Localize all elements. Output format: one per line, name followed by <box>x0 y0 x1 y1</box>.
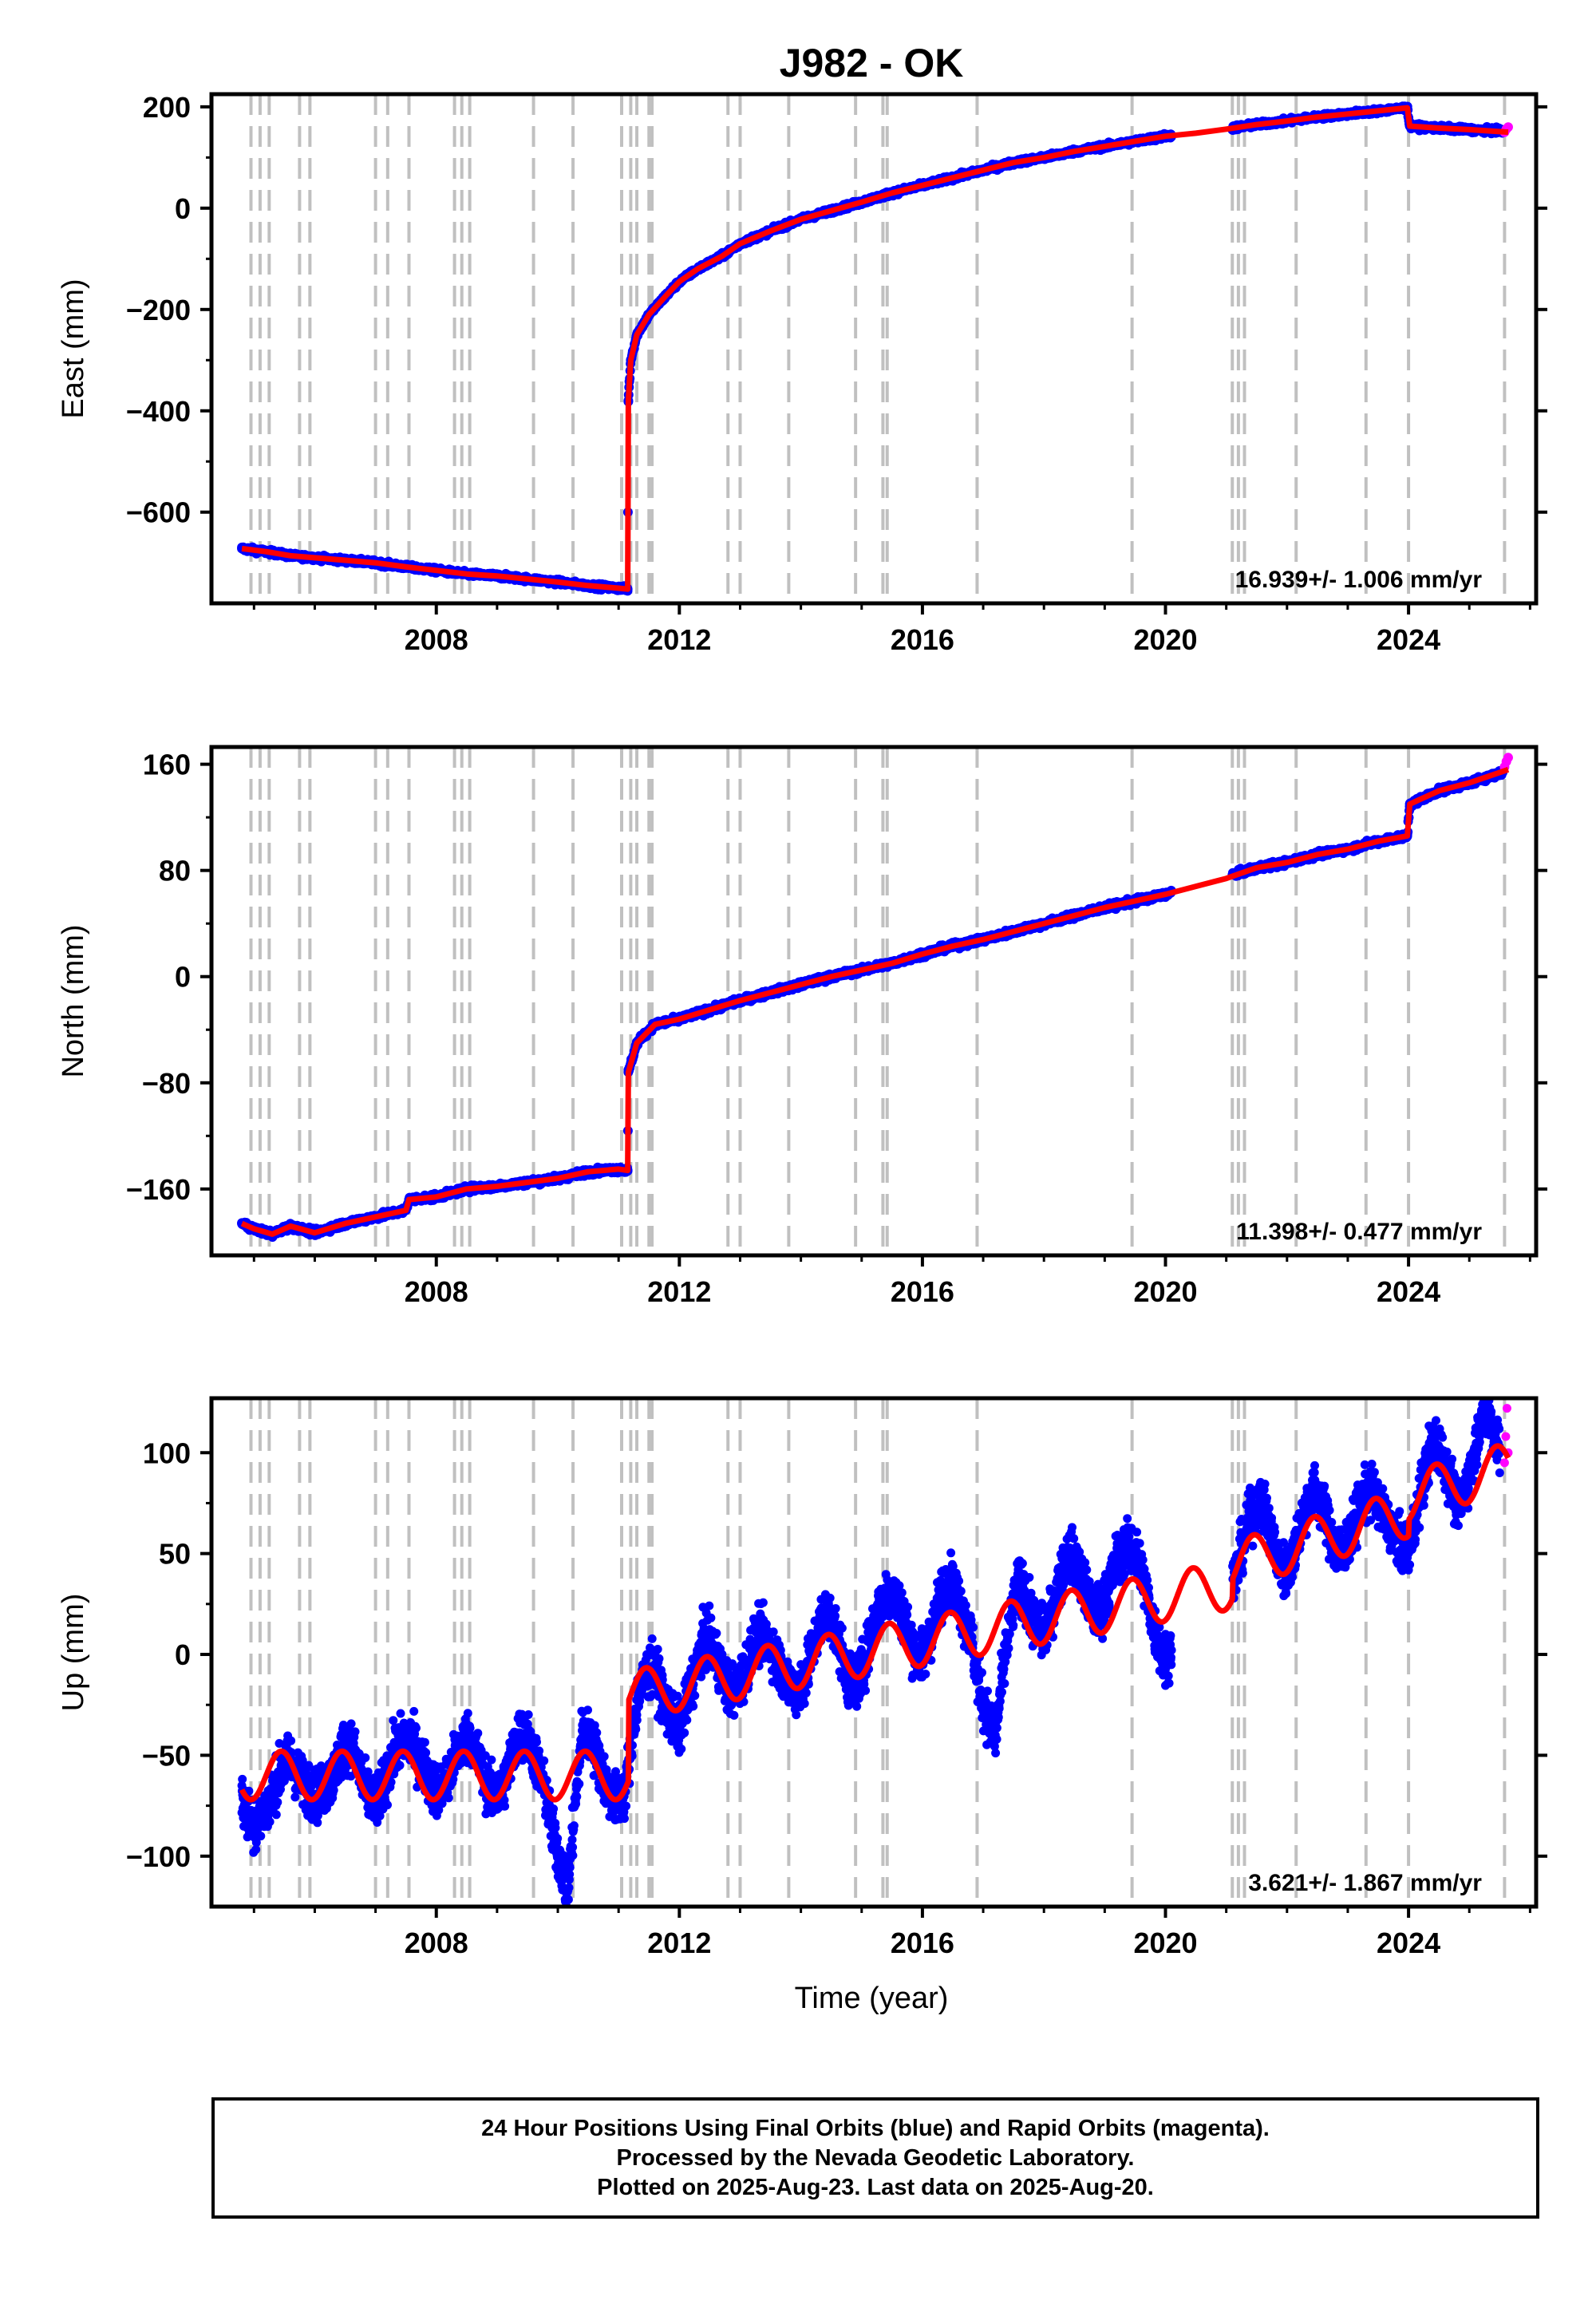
panel-up: −100 −50 0 50 100 2008 2012 2016 2020 2024 Up (mm)… <box>57 1396 1547 1959</box>
event-lines <box>249 747 1507 1255</box>
rapid-orbit-point <box>1502 1404 1511 1413</box>
final-orbit-point <box>1355 1498 1365 1508</box>
x-tick-label: 2008 <box>405 1927 468 1959</box>
model-fit-line <box>240 766 1510 1237</box>
final-orbit-point <box>632 1710 642 1720</box>
final-orbit-point <box>723 1670 733 1679</box>
event-lines <box>249 94 1507 603</box>
final-orbit-point <box>966 1619 976 1629</box>
final-orbit-point <box>562 1887 571 1897</box>
final-orbit-point <box>420 1746 429 1756</box>
rapid-orbit-point <box>1501 1432 1511 1441</box>
y-tick-label: −50 <box>142 1739 191 1772</box>
y-tick-label: 50 <box>159 1538 191 1571</box>
panels-group: −600 −400 −200 0 200 2008 2012 2016 2020 2024 East… <box>57 91 1547 1959</box>
x-tick-label: 2008 <box>405 623 468 656</box>
final-orbits-points <box>237 101 1508 596</box>
final-orbit-point <box>267 1807 277 1816</box>
final-orbit-point <box>602 1767 611 1777</box>
caption-line-1: 24 Hour Positions Using Final Orbits (bl… <box>481 2115 1270 2141</box>
x-tick-label: 2024 <box>1377 1275 1440 1308</box>
final-orbit-point <box>371 1775 381 1784</box>
final-orbit-point <box>1282 1545 1292 1555</box>
x-tick-label: 2020 <box>1133 1927 1197 1959</box>
y-tick-label: 200 <box>143 91 191 124</box>
x-tick-label: 2016 <box>891 1275 954 1308</box>
x-tick-label: 2012 <box>647 1927 711 1959</box>
final-orbit-point <box>1495 1468 1504 1478</box>
plot-frame <box>209 92 1539 606</box>
plot-area <box>237 101 1513 596</box>
y-axis-label: Up (mm) <box>57 1594 90 1712</box>
final-orbits-points <box>237 766 1508 1242</box>
final-orbit-point <box>1015 1589 1025 1599</box>
x-tick-label: 2016 <box>891 1927 954 1959</box>
y-axis-label: East (mm) <box>57 279 90 418</box>
rate-annotation: 11.398+/- 0.477 mm/yr <box>1236 1219 1482 1245</box>
y-tick-label: −600 <box>126 496 191 529</box>
x-tick-label: 2012 <box>647 623 711 656</box>
y-tick-label: 80 <box>159 855 191 887</box>
final-orbit-point <box>1039 1605 1049 1614</box>
x-tick-label: 2024 <box>1377 623 1440 656</box>
y-tick-label: 0 <box>175 192 191 225</box>
y-tick-label: 100 <box>143 1437 191 1469</box>
final-orbit-point <box>492 1771 502 1780</box>
panel-north: −160 −80 0 80 160 2008 2012 2016 2020 2024 North (… <box>57 745 1547 1308</box>
plot-frame <box>209 1396 1539 1909</box>
rate-annotation: 3.621+/- 1.867 mm/yr <box>1248 1870 1482 1896</box>
y-tick-label: 160 <box>143 749 191 781</box>
y-tick-label: −100 <box>126 1840 191 1873</box>
final-orbit-point <box>796 1660 806 1670</box>
final-orbit-point <box>772 1670 781 1679</box>
y-tick-label: 0 <box>175 961 191 994</box>
final-orbit-point <box>304 1761 314 1770</box>
y-tick-label: 0 <box>175 1638 191 1671</box>
final-orbit-point <box>286 1771 295 1780</box>
final-orbit-point <box>918 1630 927 1639</box>
final-orbit-point <box>328 1787 338 1796</box>
final-orbit-point <box>1161 1630 1171 1639</box>
x-tick-label: 2012 <box>647 1275 711 1308</box>
model-fit-line <box>239 1443 1511 1803</box>
x-tick-label: 2020 <box>1133 1275 1197 1308</box>
y-axis-label: North (mm) <box>57 924 90 1077</box>
final-orbit-point <box>1380 1524 1389 1534</box>
y-tick-label: −80 <box>142 1067 191 1100</box>
final-orbit-point <box>1064 1573 1073 1583</box>
plot-area <box>237 1398 1513 1907</box>
x-tick-label: 2024 <box>1377 1927 1440 1959</box>
final-orbit-point <box>395 1761 405 1770</box>
rapid-orbit-point <box>1503 753 1513 763</box>
final-orbit-point <box>1112 1553 1122 1563</box>
x-tick-label: 2016 <box>891 623 954 656</box>
final-orbit-point <box>990 1730 1000 1740</box>
plot-frame <box>209 745 1539 1258</box>
final-orbit-point <box>237 1780 247 1790</box>
final-orbit-point <box>869 1619 879 1629</box>
x-axis-label: Time (year) <box>795 1982 949 2015</box>
final-orbit-point <box>1088 1593 1097 1603</box>
x-tick-label: 2020 <box>1133 623 1197 656</box>
final-orbit-point <box>1476 1408 1486 1417</box>
y-tick-label: −200 <box>126 294 191 326</box>
x-tick-label: 2008 <box>405 1275 468 1308</box>
final-orbit-point <box>893 1609 903 1618</box>
y-tick-label: −400 <box>126 395 191 428</box>
final-orbit-point <box>748 1639 757 1649</box>
caption-line-3: Plotted on 2025-Aug-23. Last data on 202… <box>597 2174 1154 2200</box>
y-tick-label: −160 <box>126 1173 191 1206</box>
rapid-orbit-point <box>1499 1458 1509 1468</box>
model-fit-line <box>241 105 1509 592</box>
final-orbit-point <box>1258 1512 1267 1522</box>
final-orbit-point <box>559 1852 569 1861</box>
plot-area <box>237 753 1513 1242</box>
rate-annotation: 16.939+/- 1.006 mm/yr <box>1235 567 1483 593</box>
figure-title: J982 - OK <box>780 41 964 85</box>
panel-east: −600 −400 −200 0 200 2008 2012 2016 2020 2024 East… <box>57 91 1547 656</box>
final-orbit-point <box>942 1599 951 1609</box>
caption-line-2: Processed by the Nevada Geodetic Laborat… <box>616 2144 1135 2171</box>
caption-box: 24 Hour Positions Using Final Orbits (bl… <box>211 2097 1539 2219</box>
